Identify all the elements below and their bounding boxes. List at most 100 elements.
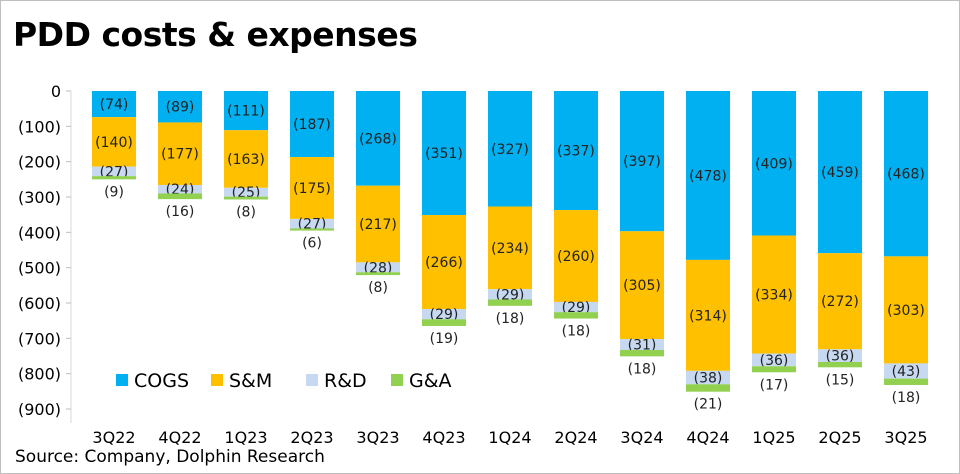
bar-rd <box>686 370 730 385</box>
legend-swatch <box>306 374 318 386</box>
data-label: (468) <box>887 167 925 183</box>
x-tick-label: 3Q25 <box>884 428 927 447</box>
bar-cogs <box>752 91 796 236</box>
data-label: (111) <box>227 104 265 120</box>
data-label: (38) <box>694 371 723 387</box>
data-label: (140) <box>95 135 133 151</box>
bar-ga <box>290 228 334 231</box>
bar-ga <box>224 196 268 200</box>
bar-cogs <box>224 91 268 131</box>
data-label: (187) <box>293 117 331 133</box>
bar-rd <box>884 363 928 379</box>
y-tick-label: (900) <box>18 400 61 419</box>
data-label: (29) <box>496 287 525 303</box>
data-label: (163) <box>227 152 265 168</box>
bar-ga <box>620 349 664 357</box>
bar-rd <box>422 309 466 320</box>
data-label: (18) <box>562 324 591 340</box>
data-label: (43) <box>892 364 921 380</box>
data-label: (8) <box>368 280 388 296</box>
bar-cogs <box>356 91 400 186</box>
bar-sm <box>224 130 268 188</box>
bar-sm <box>554 210 598 302</box>
bar-rd <box>818 349 862 363</box>
bar-cogs <box>422 91 466 216</box>
bar-rd <box>92 166 136 177</box>
bar-sm <box>620 231 664 340</box>
bar-sm <box>884 256 928 364</box>
data-label: (260) <box>557 249 595 265</box>
x-tick-label: 1Q25 <box>752 428 795 447</box>
bar-ga <box>554 312 598 319</box>
data-label: (18) <box>496 311 525 327</box>
bar-rd <box>290 218 334 229</box>
bar-ga <box>818 362 862 368</box>
data-label: (272) <box>821 294 859 310</box>
y-tick-label: (100) <box>18 117 61 136</box>
y-tick-label: (700) <box>18 329 61 348</box>
bar-sm <box>686 259 730 371</box>
data-label: (18) <box>892 390 921 406</box>
bar-ga <box>488 299 532 306</box>
legend-swatch <box>391 374 403 386</box>
bar-ga <box>92 176 136 180</box>
y-tick-label: (500) <box>18 259 61 278</box>
data-label: (266) <box>425 255 463 271</box>
x-tick-label: 2Q23 <box>290 428 333 447</box>
bar-sm <box>752 235 796 354</box>
data-label: (15) <box>826 372 855 388</box>
bar-sm <box>488 206 532 290</box>
legend-label: S&M <box>229 370 272 392</box>
y-tick-label: (400) <box>18 223 61 242</box>
data-label: (18) <box>628 361 657 377</box>
bar-cogs <box>620 91 664 232</box>
x-tick-label: 2Q25 <box>818 428 861 447</box>
bar-ga <box>752 366 796 373</box>
legend-label: G&A <box>409 370 452 392</box>
data-label: (351) <box>425 146 463 162</box>
data-label: (303) <box>887 303 925 319</box>
bar-cogs <box>554 91 598 211</box>
bar-ga <box>422 319 466 326</box>
data-label: (16) <box>166 204 195 220</box>
bar-rd <box>752 353 796 367</box>
bar-sm <box>92 117 136 167</box>
x-tick-label: 4Q22 <box>158 428 201 447</box>
bar-sm <box>356 185 400 263</box>
data-label: (177) <box>161 147 199 163</box>
data-label: (337) <box>557 144 595 160</box>
bar-cogs <box>818 91 862 254</box>
y-tick-label: (300) <box>18 188 61 207</box>
data-label: (334) <box>755 288 793 304</box>
bar-rd <box>620 339 664 350</box>
data-label: (89) <box>166 100 195 116</box>
bar-cogs <box>686 91 730 260</box>
y-tick-label: (600) <box>18 294 61 313</box>
x-tick-label: 3Q24 <box>620 428 663 447</box>
bar-ga <box>686 384 730 392</box>
data-label: (268) <box>359 131 397 147</box>
data-label: (217) <box>359 217 397 233</box>
data-label: (29) <box>562 300 591 316</box>
bar-cogs <box>290 91 334 158</box>
bar-sm <box>818 253 862 350</box>
data-label: (409) <box>755 156 793 172</box>
data-label: (314) <box>689 308 727 324</box>
data-label: (305) <box>623 278 661 294</box>
y-tick-label: 0 <box>51 82 61 101</box>
bar-ga <box>356 272 400 276</box>
y-tick-label: (800) <box>18 365 61 384</box>
data-label: (175) <box>293 181 331 197</box>
legend-label: COGS <box>134 370 189 392</box>
chart-title: PDD costs & expenses <box>13 15 418 54</box>
x-tick-label: 3Q23 <box>356 428 399 447</box>
legend-label: R&D <box>324 370 367 392</box>
data-label: (9) <box>104 184 124 200</box>
bar-sm <box>422 215 466 310</box>
data-label: (36) <box>760 353 789 369</box>
bar-rd <box>158 184 202 194</box>
data-label: (29) <box>430 307 459 323</box>
bar-cogs <box>92 91 136 118</box>
